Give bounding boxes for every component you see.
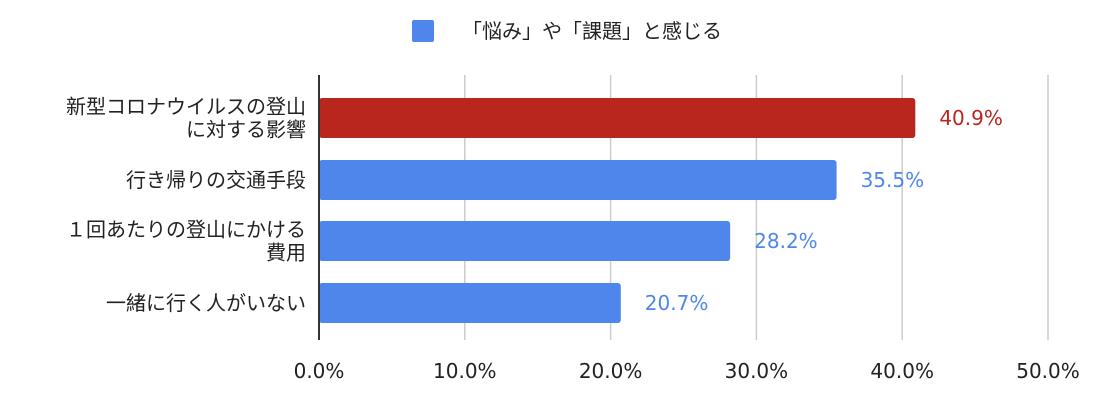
x-tick-label: 20.0% <box>579 359 643 383</box>
data-label: 20.7% <box>645 291 709 315</box>
category-label: 新型コロナウイルスの登山 <box>66 95 306 119</box>
bars <box>319 98 916 323</box>
x-tick-label: 10.0% <box>433 359 497 383</box>
x-tick-label: 40.0% <box>870 359 934 383</box>
category-label: １回あたりの登山にかける <box>66 218 306 242</box>
bar <box>319 221 731 261</box>
data-label: 28.2% <box>754 229 818 253</box>
data-label: 40.9% <box>939 106 1003 130</box>
category-label: 行き帰りの交通手段 <box>126 168 306 192</box>
x-tick-label: 30.0% <box>725 359 789 383</box>
bar <box>319 283 621 323</box>
data-label: 35.5% <box>861 168 925 192</box>
data-labels: 40.9% 35.5% 28.2% 20.7% <box>645 106 1003 315</box>
category-label: に対する影響 <box>186 118 306 142</box>
x-tick-label: 50.0% <box>1016 359 1080 383</box>
category-label: 費用 <box>266 241 306 265</box>
legend-label: 「悩み」や「課題」と感じる <box>462 19 722 43</box>
x-tick-label: 0.0% <box>294 359 345 383</box>
bar <box>319 160 837 200</box>
legend: 「悩み」や「課題」と感じる <box>412 19 722 43</box>
x-tick-labels: 0.0% 10.0% 20.0% 30.0% 40.0% 50.0% <box>294 359 1080 383</box>
bar <box>319 98 916 138</box>
category-label: 一緒に行く人がいない <box>106 291 306 315</box>
legend-swatch <box>412 20 434 42</box>
